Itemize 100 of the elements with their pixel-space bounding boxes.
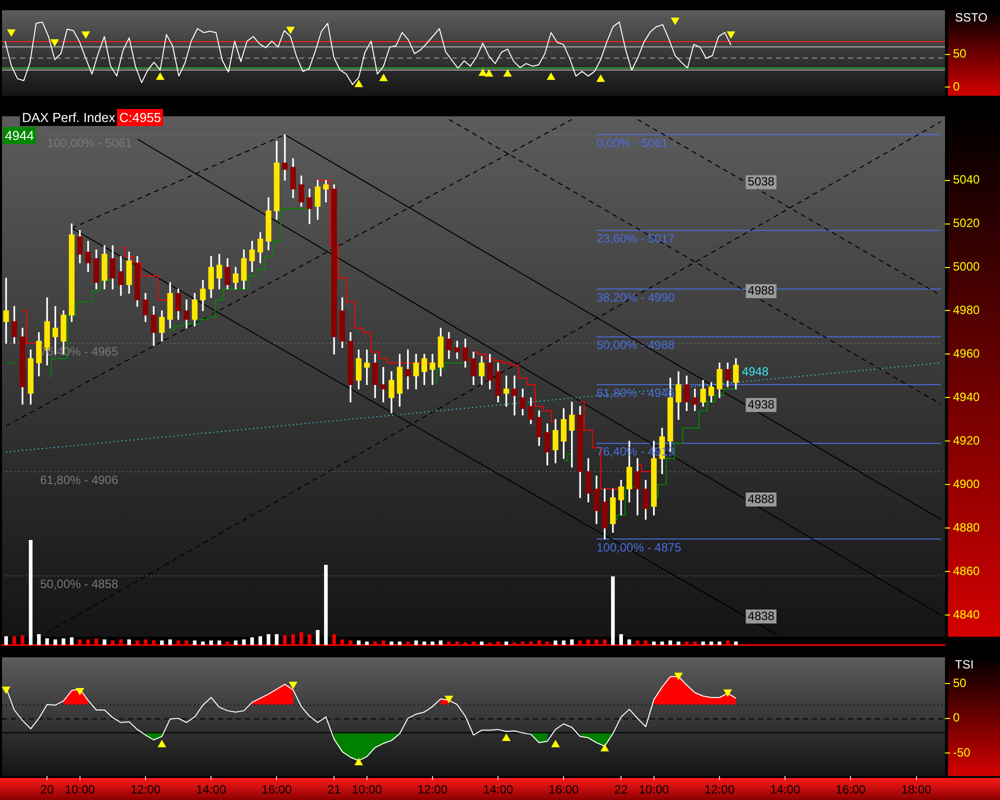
point — [484, 69, 494, 77]
x-tick-label: 16:00 — [836, 782, 866, 797]
point — [286, 26, 295, 34]
bar — [324, 564, 328, 645]
y-tick-label: 4900 — [953, 476, 980, 491]
point — [379, 74, 388, 82]
x-tick-label: 20 — [40, 782, 54, 797]
bar — [504, 642, 508, 645]
y-tick-label: -50 — [953, 745, 971, 760]
bar — [258, 636, 262, 645]
bar — [299, 632, 304, 645]
point — [354, 758, 364, 766]
y-tick-label: 0 — [953, 710, 960, 725]
series-label: 23,60% - 5017 — [596, 232, 675, 246]
series-label: 4988 — [748, 283, 775, 298]
bar — [520, 642, 525, 645]
bar — [308, 634, 312, 645]
series-label: 50,00% - 4858 — [40, 577, 118, 592]
point — [670, 18, 680, 26]
bar — [676, 642, 680, 645]
bar — [37, 634, 41, 645]
bar — [144, 639, 148, 645]
bar — [554, 640, 558, 645]
bar — [422, 642, 426, 645]
bar — [45, 638, 49, 645]
bar — [316, 630, 320, 645]
bar — [12, 636, 16, 645]
bar — [381, 640, 386, 645]
bar — [390, 642, 394, 645]
bar — [119, 639, 123, 645]
bar — [86, 639, 90, 645]
x-tick-label: 21 — [327, 782, 342, 797]
bar — [332, 634, 336, 645]
bar — [340, 639, 344, 645]
point — [502, 733, 511, 741]
bar — [4, 636, 8, 645]
y-tick-label: 4980 — [953, 303, 980, 318]
bar — [20, 635, 24, 645]
series-label: 4838 — [748, 608, 775, 623]
bar — [529, 642, 533, 645]
bar — [602, 639, 607, 645]
bar — [578, 640, 582, 645]
bar — [94, 638, 98, 645]
x-tick-label: 18:00 — [901, 782, 932, 797]
y-axis-title: SSTO — [955, 10, 988, 25]
bar — [192, 640, 197, 645]
bar — [472, 642, 476, 645]
bar — [28, 540, 33, 645]
bar — [70, 637, 74, 645]
point — [503, 69, 512, 77]
bar — [627, 639, 632, 645]
bar — [660, 642, 664, 645]
bar — [201, 642, 205, 645]
y-tick-label: 4840 — [953, 607, 980, 622]
bar — [668, 640, 672, 645]
bar — [209, 640, 213, 645]
y-tick-label: 4880 — [953, 520, 980, 534]
bar — [430, 642, 434, 645]
point — [156, 72, 165, 80]
x-tick-label: 14:00 — [483, 782, 514, 797]
point — [50, 39, 60, 47]
point — [478, 68, 488, 76]
bar — [266, 634, 270, 645]
annotation: C:4955 — [117, 109, 164, 126]
candlestick — [430, 354, 436, 385]
series-label: 0,00% - 5061 — [596, 136, 668, 150]
bar — [242, 639, 246, 645]
bar — [152, 640, 156, 645]
bar — [168, 639, 172, 645]
series-label: 38,20% - 4990 — [596, 290, 675, 304]
y-tick-label: 5040 — [953, 172, 980, 187]
bar — [274, 634, 279, 645]
y-tick-label: 50 — [953, 676, 967, 690]
point — [674, 672, 683, 680]
point — [551, 740, 560, 748]
bar — [176, 640, 180, 645]
point — [444, 696, 454, 704]
x-tick-label: 22 — [614, 782, 628, 797]
annotation: 4948 — [742, 364, 769, 379]
x-tick-label: 16:00 — [548, 782, 580, 797]
y-tick-label: 0 — [953, 80, 960, 94]
bar — [356, 640, 361, 645]
x-tick-label: 14:00 — [196, 782, 226, 797]
bar — [586, 639, 590, 645]
series-label: 61,80% - 4906 — [40, 472, 118, 487]
series-label: 50,00% - 4968 — [596, 338, 675, 352]
point — [723, 689, 732, 697]
point — [158, 740, 166, 748]
candlestick — [512, 376, 518, 416]
bar — [283, 635, 287, 645]
point — [546, 72, 556, 80]
bar — [373, 642, 377, 645]
series-label: 4938 — [748, 397, 775, 412]
bar — [570, 639, 574, 645]
y-tick-label: 4860 — [953, 564, 980, 578]
x-tick-label: 12:00 — [130, 782, 161, 797]
bar — [644, 640, 648, 645]
point — [600, 744, 610, 752]
bar — [545, 642, 550, 645]
y-tick-label: 4920 — [953, 433, 980, 448]
